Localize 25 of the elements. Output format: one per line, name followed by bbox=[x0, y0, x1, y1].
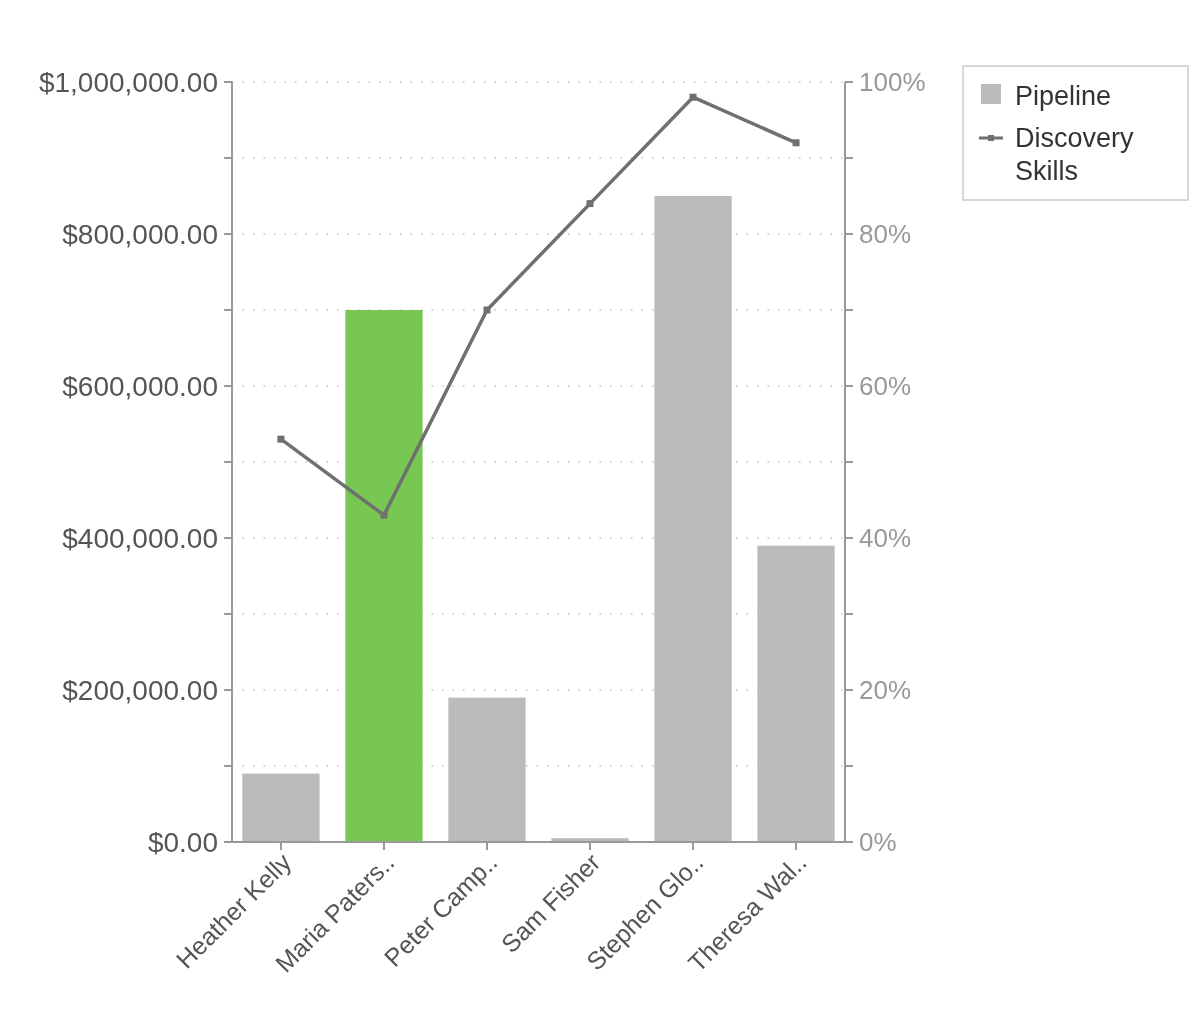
y2-tick-label: 60% bbox=[859, 371, 912, 402]
point bbox=[586, 200, 594, 208]
y-tick-label: $600,000.00 bbox=[62, 370, 218, 402]
bar bbox=[448, 697, 526, 842]
y-tick-label: $1,000,000.00 bbox=[38, 66, 218, 98]
bar bbox=[345, 310, 423, 842]
bar bbox=[242, 773, 320, 842]
point bbox=[483, 306, 491, 314]
y-tick-label: $400,000.00 bbox=[62, 522, 218, 554]
legend-label: Discovery Skills bbox=[1015, 123, 1135, 186]
y-tick-label: $800,000.00 bbox=[62, 218, 218, 250]
y-tick-label: $200,000.00 bbox=[62, 674, 218, 706]
bar bbox=[654, 196, 732, 842]
point bbox=[380, 511, 388, 519]
point bbox=[792, 139, 800, 147]
y2-tick-label: 0% bbox=[859, 827, 897, 858]
bar bbox=[757, 545, 835, 842]
y2-tick-label: 20% bbox=[859, 675, 912, 706]
y2-tick-label: 40% bbox=[859, 523, 912, 554]
y-tick-label: $0.00 bbox=[147, 826, 218, 858]
y2-tick-label: 80% bbox=[859, 219, 912, 250]
legend-label: Pipeline bbox=[1015, 81, 1112, 112]
point bbox=[689, 93, 697, 101]
y2-tick-label: 100% bbox=[859, 67, 926, 98]
point bbox=[277, 435, 285, 443]
